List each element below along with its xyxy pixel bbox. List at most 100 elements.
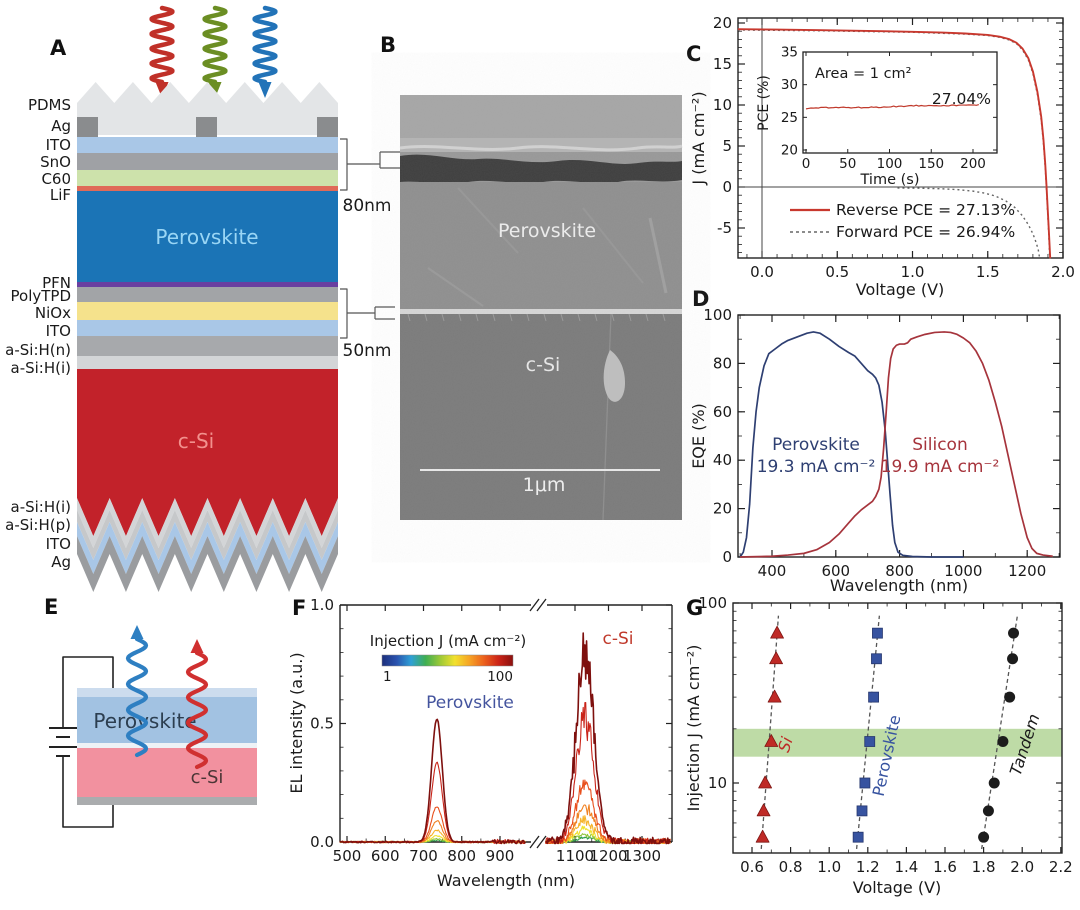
x-tick-label: 400 (758, 562, 787, 580)
inset-area-label: Area = 1 cm² (815, 66, 911, 82)
layer-asi-i-bottom (77, 498, 338, 548)
y-axis-label: EQE (%) (689, 403, 708, 469)
axis-break-mark (536, 835, 547, 849)
y-tick-label: 5 (722, 137, 732, 155)
csi-layer-label: c-Si (178, 429, 214, 453)
layer-polytpd (77, 287, 338, 302)
wavy-arrow (202, 5, 228, 85)
x-axis-label: Wavelength (nm) (437, 871, 575, 890)
layer-ag-contact (196, 117, 217, 137)
x-tick-label: 800 (885, 562, 914, 580)
inset-y-tick: 25 (781, 110, 798, 126)
marker-si (770, 625, 784, 639)
layer-label: a-Si:H(n) (5, 341, 71, 359)
x-tick-label: 1.8 (972, 858, 996, 876)
marker-perovskite (864, 736, 876, 747)
wavy-arrow (252, 5, 278, 85)
x-tick-label: 2.0 (1010, 858, 1034, 876)
bracket-50nm (340, 288, 395, 339)
marker-perovskite (856, 805, 868, 817)
marker-tandem (978, 831, 990, 843)
x-tick-label: 1.6 (933, 858, 957, 876)
panel-label-d: D (692, 287, 710, 311)
arrowhead (190, 639, 204, 653)
y-tick-label: 100 (703, 306, 732, 324)
silicon-label: Silicon (912, 435, 967, 455)
thickness-50nm-label: 50nm (343, 341, 392, 361)
panel-label-f: F (292, 596, 307, 620)
marker-perovskite (852, 831, 864, 843)
y-tick-label: 10 (713, 96, 732, 114)
wavy-arrow (185, 650, 209, 770)
el-curve-seg2 (544, 701, 671, 844)
y-tick-label: 15 (713, 55, 732, 73)
y-tick-label: 40 (713, 451, 732, 469)
layer-asi-p (77, 510, 338, 560)
panel-label-e: E (44, 595, 59, 619)
marker-perovskite (871, 653, 882, 665)
layer-c60 (77, 170, 338, 186)
y-tick-label: 100 (698, 594, 727, 612)
perovskite-jsc-label: 19.3 mA cm⁻² (757, 457, 876, 477)
axis-break-mark (536, 598, 547, 612)
layer-label: SnO (40, 153, 71, 171)
perovskite-layer-label: Perovskite (155, 225, 258, 249)
x-tick-label: 1.0 (901, 263, 925, 281)
layer-label: ITO (46, 322, 71, 340)
x-tick-label: 2.2 (1049, 858, 1073, 876)
layer-perovskite (77, 191, 338, 282)
marker-tandem (1008, 627, 1020, 639)
marker-si (755, 829, 770, 843)
layer-label: PFN (42, 274, 71, 292)
y-tick-label: 0 (722, 548, 732, 566)
y-tick-label: 0.5 (310, 715, 334, 733)
silicon-jsc-label: 19.9 mA cm⁻² (881, 457, 1000, 477)
x-tick-label: 0.0 (750, 263, 774, 281)
el-curve-seg1 (339, 761, 526, 844)
layer-pdms (77, 82, 338, 135)
x-tick-label: 0.6 (740, 858, 764, 876)
axis-break-mark (529, 598, 540, 612)
panel-a-device-stack: Perovskitec-SiPDMSAgITOSnOC60LiFPFNPolyT… (5, 5, 400, 592)
inset-y-tick: 35 (781, 45, 798, 61)
wavy-arrow (125, 636, 149, 758)
csi-peak-label: c-Si (603, 629, 634, 649)
layer-label: a-Si:H(i) (11, 359, 72, 377)
layer-pfn (77, 282, 338, 287)
el-curve-seg2 (545, 632, 672, 845)
sem-grain (400, 95, 682, 520)
x-tick-label: 1200 (589, 847, 627, 865)
x-tick-label: 1000 (944, 562, 982, 580)
layer-label: a-Si:H(i) (11, 498, 72, 516)
x-tick-label: 1.4 (894, 858, 918, 876)
layer-label: PolyTPD (11, 287, 72, 305)
device-perovskite-layer (77, 697, 257, 743)
marker-perovskite (868, 691, 879, 703)
marker-perovskite (872, 627, 883, 639)
x-tick-label: 900 (486, 847, 515, 865)
perovskite-peak-label: Perovskite (426, 693, 514, 713)
layer-label: a-Si:H(p) (5, 516, 71, 534)
marker-tandem (982, 805, 994, 817)
layer-lif (77, 186, 338, 191)
x-axis-label: Voltage (V) (856, 280, 945, 299)
inset-y-tick: 30 (781, 77, 798, 93)
legend-forward-label: Forward PCE = 26.94% (836, 223, 1015, 241)
plot-frame (732, 602, 1063, 854)
y-tick-label: 0.0 (310, 833, 334, 851)
layer-label: ITO (46, 136, 71, 154)
wavy-arrow (149, 5, 175, 85)
inset-y-tick: 20 (781, 143, 798, 159)
marker-tandem (988, 777, 1000, 789)
arrowhead (130, 625, 144, 639)
legend-reverse-label: Reverse PCE = 27.13% (836, 201, 1015, 219)
x-axis-label: Voltage (V) (853, 878, 942, 897)
marker-si (764, 734, 779, 747)
layer-ag-bottom (77, 536, 338, 592)
panel-d-eqe-chart: 400 600 800 1000 1200020406080100Perovskite1… (689, 306, 1061, 595)
marker-si (758, 775, 773, 789)
